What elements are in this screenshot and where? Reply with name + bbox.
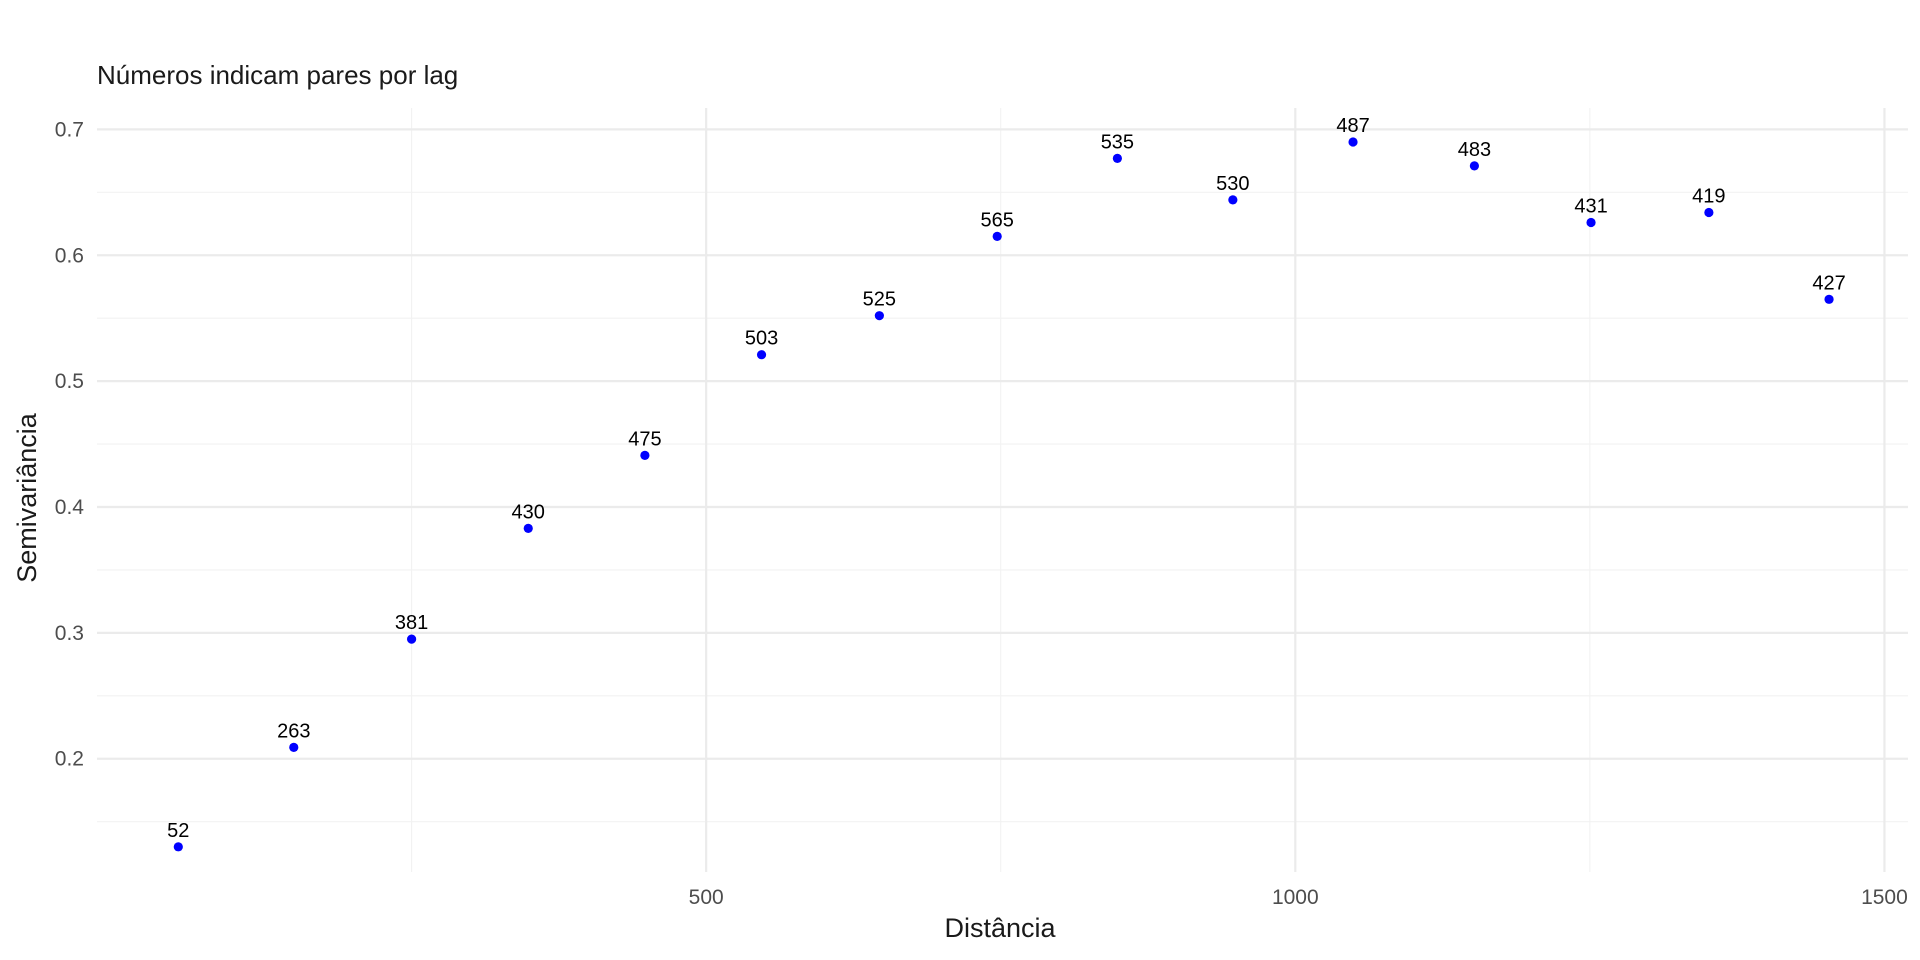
point-label-13: 419: [1692, 185, 1725, 207]
point-label-8: 535: [1101, 131, 1134, 153]
chart-subtitle: Números indicam pares por lag: [97, 60, 458, 90]
axis-ticks: 0.2 0.3 0.4 0.5 0.6 0.7 500 1000 1500: [55, 118, 1908, 909]
y-axis-title: Semivariância: [12, 412, 42, 583]
data-point-0: [173, 842, 183, 852]
y-tick-label-4: 0.6: [55, 244, 84, 267]
data-point-8: [1112, 153, 1122, 163]
data-point-1: [289, 742, 299, 752]
data-point-9: [1228, 195, 1238, 205]
point-label-2: 381: [395, 612, 428, 634]
y-tick-label-3: 0.5: [55, 370, 84, 393]
point-label-10: 487: [1336, 115, 1369, 137]
point-label-12: 431: [1574, 196, 1607, 218]
point-label-5: 503: [745, 328, 778, 350]
data-point-6: [874, 311, 884, 321]
grid: [97, 108, 1908, 872]
data-point-10: [1348, 137, 1358, 147]
data-point-4: [640, 450, 650, 460]
x-tick-label-1: 1000: [1272, 886, 1319, 909]
x-tick-label-0: 500: [689, 886, 724, 909]
data-point-7: [992, 231, 1002, 241]
y-tick-label-0: 0.2: [55, 748, 84, 771]
data-point-12: [1586, 217, 1596, 228]
y-tick-label-5: 0.7: [55, 118, 84, 141]
y-tick-label-1: 0.3: [55, 622, 84, 645]
point-label-7: 565: [981, 209, 1014, 231]
data-points: 52 263 381 430 475 503 525 565 535 530 487 483 431 41…: [167, 115, 1846, 852]
point-label-9: 530: [1216, 173, 1249, 195]
point-label-4: 475: [628, 428, 661, 450]
point-label-11: 483: [1458, 139, 1491, 161]
data-point-13: [1704, 207, 1714, 218]
data-point-14: [1824, 294, 1834, 304]
point-label-1: 263: [277, 720, 310, 742]
y-tick-label-2: 0.4: [55, 496, 85, 519]
data-point-3: [523, 523, 533, 533]
point-label-14: 427: [1812, 272, 1845, 294]
point-label-6: 525: [863, 289, 896, 311]
x-axis-title: Distância: [944, 913, 1056, 943]
point-label-0: 52: [167, 820, 189, 842]
data-point-2: [406, 634, 417, 644]
data-point-5: [756, 350, 767, 360]
point-label-3: 430: [512, 501, 545, 523]
x-tick-label-2: 1500: [1861, 886, 1908, 909]
data-point-11: [1469, 161, 1479, 171]
